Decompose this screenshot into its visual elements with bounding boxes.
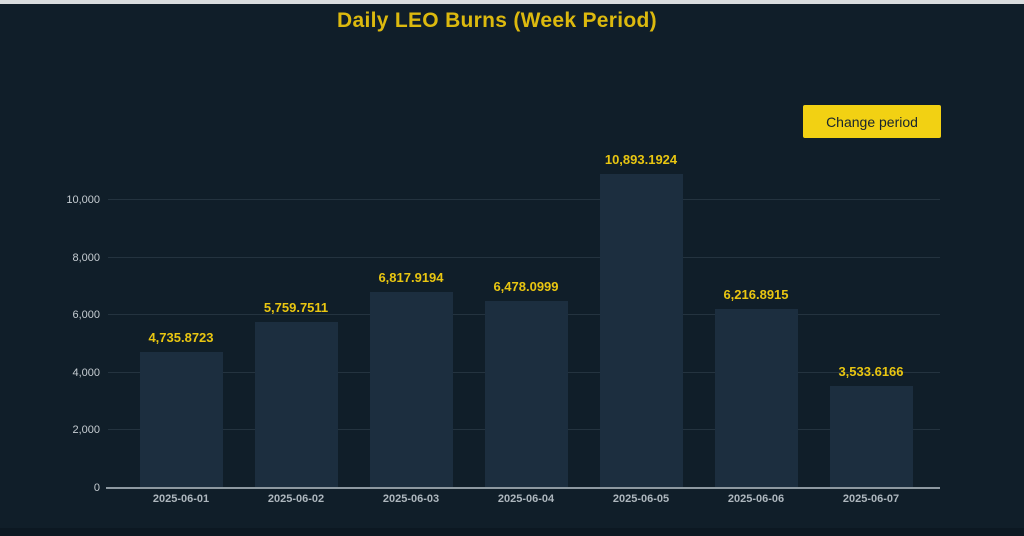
bar-value-label: 3,533.6166 (838, 364, 904, 380)
bar-2025-06-01[interactable] (139, 351, 223, 488)
y-axis-tick-label: 4,000 (72, 366, 100, 379)
x-axis-tick-label: 2025-06-06 (727, 493, 785, 505)
y-gridline (108, 199, 940, 200)
bar-2025-06-07[interactable] (829, 386, 913, 488)
x-axis-tick-label: 2025-06-02 (267, 493, 325, 505)
bar-value-label: 10,893.1924 (604, 152, 678, 168)
bar-2025-06-02[interactable] (254, 322, 338, 488)
bar-value-label: 5,759.7511 (263, 300, 329, 316)
bar-2025-06-06[interactable] (714, 308, 798, 488)
x-axis-tick-label: 2025-06-04 (497, 493, 555, 505)
bar-value-label: 6,817.9194 (378, 269, 444, 285)
page-title: Daily LEO Burns (Week Period) (337, 9, 657, 32)
y-axis-tick-label: 2,000 (72, 424, 100, 437)
x-axis-tick-label: 2025-06-05 (612, 493, 670, 505)
bar-value-label: 6,478.0999 (493, 279, 559, 295)
window-top-edge (0, 0, 1024, 4)
x-axis-line (106, 487, 940, 489)
bar-value-label: 4,735.8723 (148, 329, 214, 345)
bar-2025-06-05[interactable] (599, 174, 683, 488)
y-axis-tick-label: 8,000 (72, 251, 100, 264)
y-axis-tick-label: 0 (93, 482, 100, 494)
y-axis-tick-label: 6,000 (72, 309, 100, 322)
change-period-button[interactable]: Change period (803, 105, 941, 138)
x-axis-tick-label: 2025-06-07 (842, 493, 900, 505)
page-bottom-edge (0, 528, 1024, 536)
y-gridline (108, 256, 940, 258)
bar-2025-06-04[interactable] (484, 301, 568, 488)
bar-2025-06-03[interactable] (369, 291, 453, 488)
y-axis-tick-label: 10,000 (66, 194, 100, 206)
x-axis-tick-label: 2025-06-03 (382, 493, 440, 505)
bar-value-label: 6,216.8915 (723, 286, 789, 302)
x-axis-tick-label: 2025-06-01 (152, 493, 210, 505)
